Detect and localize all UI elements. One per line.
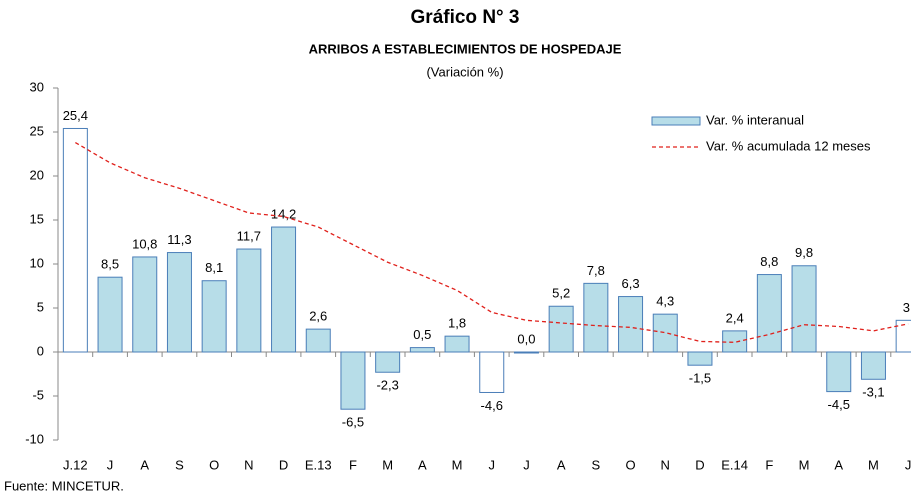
data-label: 9,8 bbox=[795, 245, 813, 260]
x-tick-label: J bbox=[523, 457, 530, 472]
data-label: -4,5 bbox=[828, 397, 850, 412]
bar bbox=[375, 351, 401, 373]
bar bbox=[548, 305, 574, 353]
x-tick-label: F bbox=[765, 457, 773, 472]
data-label: -1,5 bbox=[689, 371, 711, 386]
x-tick-label: N bbox=[661, 457, 670, 472]
x-tick-label: J.12 bbox=[63, 457, 88, 472]
data-label: -2,3 bbox=[376, 378, 398, 393]
x-tick-label: J bbox=[107, 457, 114, 472]
data-label: 8,8 bbox=[760, 254, 778, 269]
bar bbox=[513, 351, 539, 354]
bar bbox=[479, 351, 505, 393]
bar bbox=[652, 313, 678, 353]
bar bbox=[687, 351, 713, 366]
x-tick-label: S bbox=[175, 457, 184, 472]
bar bbox=[895, 319, 911, 353]
x-tick-label: J bbox=[489, 457, 496, 472]
y-tick-label: 0 bbox=[37, 343, 44, 358]
x-tick-label: A bbox=[557, 457, 566, 472]
data-label: -3,1 bbox=[862, 385, 884, 400]
x-tick-label: A bbox=[834, 457, 843, 472]
y-tick-label: 20 bbox=[30, 167, 44, 182]
data-label: -4,6 bbox=[481, 398, 503, 413]
y-tick-label: 30 bbox=[30, 79, 44, 94]
bar bbox=[444, 335, 470, 353]
x-tick-label: M bbox=[382, 457, 393, 472]
x-tick-label: E.13 bbox=[305, 457, 332, 472]
y-tick-label: 15 bbox=[30, 211, 44, 226]
legend-swatch bbox=[651, 116, 701, 126]
chart-subtitle: ARRIBOS A ESTABLECIMIENTOS DE HOSPEDAJE bbox=[309, 41, 622, 56]
data-label: 3, bbox=[903, 300, 911, 315]
bar bbox=[583, 282, 609, 353]
bar bbox=[62, 127, 88, 353]
y-tick-label: -10 bbox=[25, 431, 44, 446]
data-label: 8,1 bbox=[205, 260, 223, 275]
x-tick-label: M bbox=[452, 457, 463, 472]
unit-note: (Variación %) bbox=[426, 64, 503, 79]
bar bbox=[826, 351, 852, 393]
bar bbox=[236, 248, 262, 353]
data-label: 0,0 bbox=[517, 331, 535, 346]
y-tick-label: -5 bbox=[32, 387, 44, 402]
x-tick-label: D bbox=[279, 457, 288, 472]
x-tick-label: A bbox=[418, 457, 427, 472]
line bbox=[75, 141, 909, 343]
bar bbox=[97, 276, 123, 353]
data-label: 11,7 bbox=[237, 228, 261, 243]
legend-label: Var. % interanual bbox=[706, 112, 804, 127]
data-label: 0,5 bbox=[413, 327, 431, 342]
data-label: 2,4 bbox=[726, 310, 744, 325]
x-tick-label: N bbox=[244, 457, 253, 472]
x-tick-label: F bbox=[349, 457, 357, 472]
bar bbox=[201, 280, 227, 353]
data-label: 4,3 bbox=[656, 294, 674, 309]
bar bbox=[409, 347, 435, 353]
x-tick-label: O bbox=[209, 457, 219, 472]
source-note: Fuente: MINCETUR. bbox=[4, 478, 124, 493]
y-tick-label: 25 bbox=[30, 123, 44, 138]
bar bbox=[860, 351, 886, 380]
bar bbox=[166, 252, 192, 353]
chart-title: Gráfico N° 3 bbox=[411, 7, 520, 28]
x-tick-label: M bbox=[868, 457, 879, 472]
bar bbox=[132, 256, 158, 353]
data-label: 10,8 bbox=[132, 236, 157, 251]
bar bbox=[756, 274, 782, 353]
x-tick-label: D bbox=[695, 457, 704, 472]
bar bbox=[340, 351, 366, 410]
x-tick-label: A bbox=[140, 457, 149, 472]
bar bbox=[791, 265, 817, 353]
data-label: 14,2 bbox=[271, 206, 296, 221]
data-label: 11,3 bbox=[167, 232, 191, 247]
data-label: -6,5 bbox=[342, 415, 364, 430]
bar bbox=[618, 296, 644, 353]
x-tick-label: S bbox=[592, 457, 601, 472]
data-label: 7,8 bbox=[587, 263, 605, 278]
data-label: 6,3 bbox=[622, 276, 640, 291]
data-label: 25,4 bbox=[63, 108, 88, 123]
x-tick-label: J bbox=[905, 457, 911, 472]
y-tick-label: 5 bbox=[37, 299, 44, 314]
y-tick-label: 10 bbox=[30, 255, 44, 270]
x-tick-label: M bbox=[799, 457, 810, 472]
bar bbox=[271, 226, 297, 353]
data-label: 5,2 bbox=[552, 286, 570, 301]
bar bbox=[305, 328, 331, 353]
bar bbox=[722, 330, 748, 353]
data-label: 2,6 bbox=[309, 309, 327, 324]
data-label: 1,8 bbox=[448, 316, 466, 331]
x-tick-label: O bbox=[625, 457, 635, 472]
data-label: 8,5 bbox=[101, 257, 119, 272]
x-tick-label: E.14 bbox=[721, 457, 748, 472]
legend-label: Var. % acumulada 12 meses bbox=[706, 138, 871, 153]
